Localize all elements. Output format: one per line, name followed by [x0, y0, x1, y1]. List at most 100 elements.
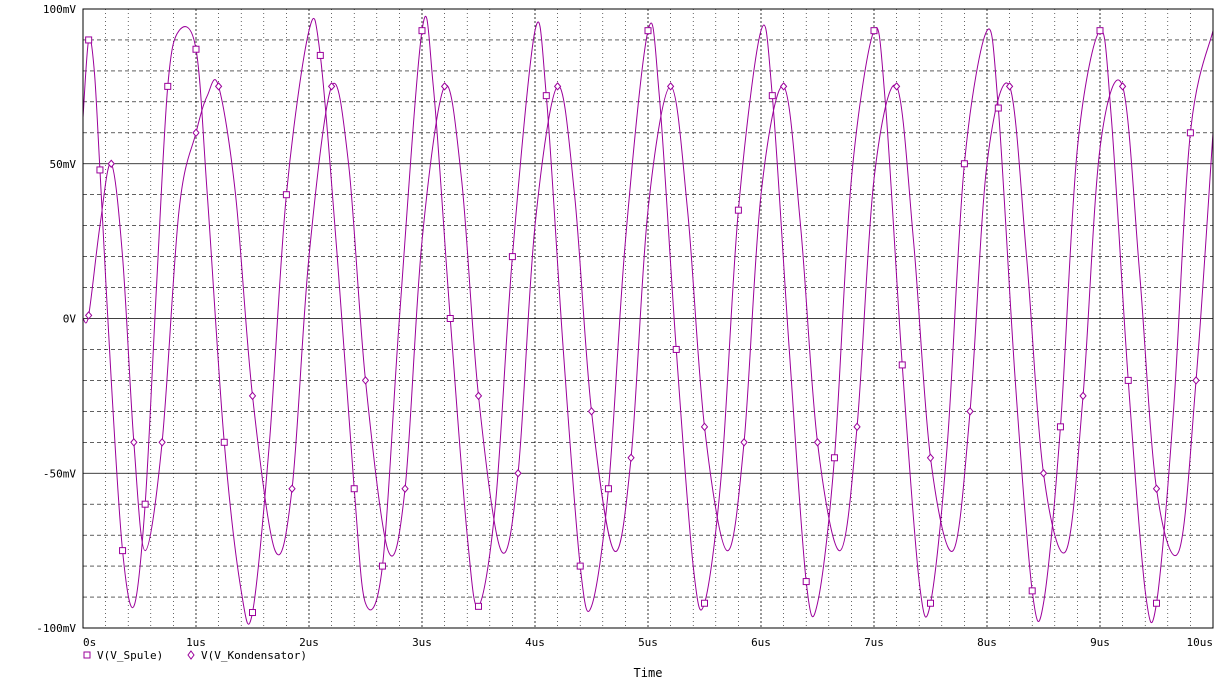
square-marker: [898, 361, 906, 369]
square-marker: [85, 36, 93, 44]
square-marker: [830, 454, 838, 462]
square-marker: [870, 27, 878, 35]
series-layer: [82, 15, 1214, 625]
grid: [82, 8, 1214, 629]
diamond-marker: [130, 438, 138, 447]
square-marker: [378, 562, 386, 570]
diamond-marker: [813, 438, 822, 447]
diamond-marker: [401, 484, 409, 493]
diamond-marker: [361, 376, 370, 385]
legend-label-spule: V(V_Spule): [97, 649, 163, 662]
diamond-marker: [440, 82, 449, 91]
diamond-marker: [248, 391, 257, 401]
square-marker: [249, 609, 256, 617]
marker-layer: [84, 27, 1200, 617]
x-tick-label: 9us: [1090, 636, 1110, 649]
y-tick-label: 100mV: [43, 3, 76, 16]
diamond-marker: [1192, 376, 1200, 385]
square-marker: [141, 500, 149, 508]
x-tick-label: 10us: [1187, 636, 1214, 649]
square-marker: [1028, 587, 1036, 595]
diamond-marker: [926, 453, 935, 463]
x-tick-label: 5us: [638, 636, 658, 649]
x-tick-label: 3us: [412, 636, 432, 649]
square-marker: [927, 599, 934, 607]
diamond-marker: [1152, 484, 1161, 493]
y-tick-labels: -100mV -50mV 0V 50mV 100mV: [36, 3, 76, 635]
square-marker: [802, 578, 810, 586]
square-marker: [350, 485, 358, 493]
y-tick-label: 50mV: [50, 158, 77, 171]
square-marker: [542, 92, 550, 100]
y-tick-label: 0V: [63, 313, 77, 326]
square-marker: [576, 562, 584, 570]
square-marker: [96, 166, 104, 174]
legend-diamond-marker: [187, 650, 195, 660]
x-tick-label: 7us: [864, 636, 884, 649]
x-axis-label: Time: [634, 666, 663, 680]
square-marker: [672, 345, 680, 353]
square-marker: [1056, 423, 1064, 431]
square-marker: [192, 45, 200, 53]
square-marker: [164, 82, 172, 90]
square-marker: [282, 191, 290, 199]
x-tick-label: 8us: [977, 636, 997, 649]
x-tick-label: 2us: [299, 636, 319, 649]
square-marker: [1124, 376, 1132, 384]
square-marker: [1153, 599, 1160, 607]
diamond-marker: [1005, 82, 1014, 91]
diamond-marker: [84, 311, 93, 320]
square-marker: [1186, 129, 1194, 137]
diamond-marker: [107, 159, 115, 169]
square-marker: [1096, 27, 1104, 35]
diamond-marker: [553, 82, 562, 91]
diamond-marker: [666, 82, 675, 91]
square-marker: [734, 206, 742, 214]
diamond-marker: [158, 438, 166, 447]
square-marker: [960, 160, 968, 168]
legend: V(V_Spule) V(V_Kondensator): [83, 649, 307, 662]
square-marker: [475, 602, 482, 610]
diamond-marker: [587, 407, 596, 416]
square-marker: [119, 547, 127, 555]
x-tick-label: 4us: [525, 636, 545, 649]
diamond-marker: [1079, 391, 1087, 401]
x-tick-labels: 0s 1us 2us 3us 4us 5us 6us 7us 8us 9us 10us: [83, 636, 1213, 649]
series-line-2: [82, 79, 1214, 557]
square-marker: [220, 438, 228, 446]
diamond-marker: [514, 468, 522, 478]
diamond-marker: [740, 438, 748, 447]
diamond-marker: [853, 422, 861, 432]
y-tick-label: -100mV: [36, 622, 76, 635]
series-line-1: [82, 15, 1214, 625]
x-tick-label: 1us: [186, 636, 206, 649]
square-marker: [994, 104, 1002, 112]
square-marker: [644, 27, 652, 35]
diamond-marker: [1118, 82, 1127, 91]
diamond-marker: [474, 391, 483, 401]
square-marker: [604, 485, 612, 493]
x-tick-label: 0s: [83, 636, 96, 649]
diamond-marker: [892, 82, 901, 91]
legend-label-kondensator: V(V_Kondensator): [201, 649, 307, 662]
plot-frame: [82, 8, 1214, 629]
diamond-marker: [627, 453, 635, 463]
legend-square-marker: [83, 651, 91, 659]
diamond-marker: [966, 407, 974, 416]
square-marker: [446, 315, 454, 322]
diamond-marker: [192, 128, 200, 138]
square-marker: [316, 51, 324, 59]
square-marker: [418, 27, 426, 35]
diamond-marker: [214, 82, 223, 91]
y-tick-label: -50mV: [43, 467, 76, 480]
diamond-marker: [1039, 468, 1048, 478]
square-marker: [701, 599, 708, 607]
diamond-marker: [327, 82, 336, 91]
square-marker: [768, 92, 776, 100]
diamond-marker: [700, 422, 709, 432]
x-tick-label: 6us: [751, 636, 771, 649]
diamond-marker: [288, 484, 296, 493]
square-marker: [508, 253, 516, 261]
diamond-marker: [779, 82, 788, 91]
